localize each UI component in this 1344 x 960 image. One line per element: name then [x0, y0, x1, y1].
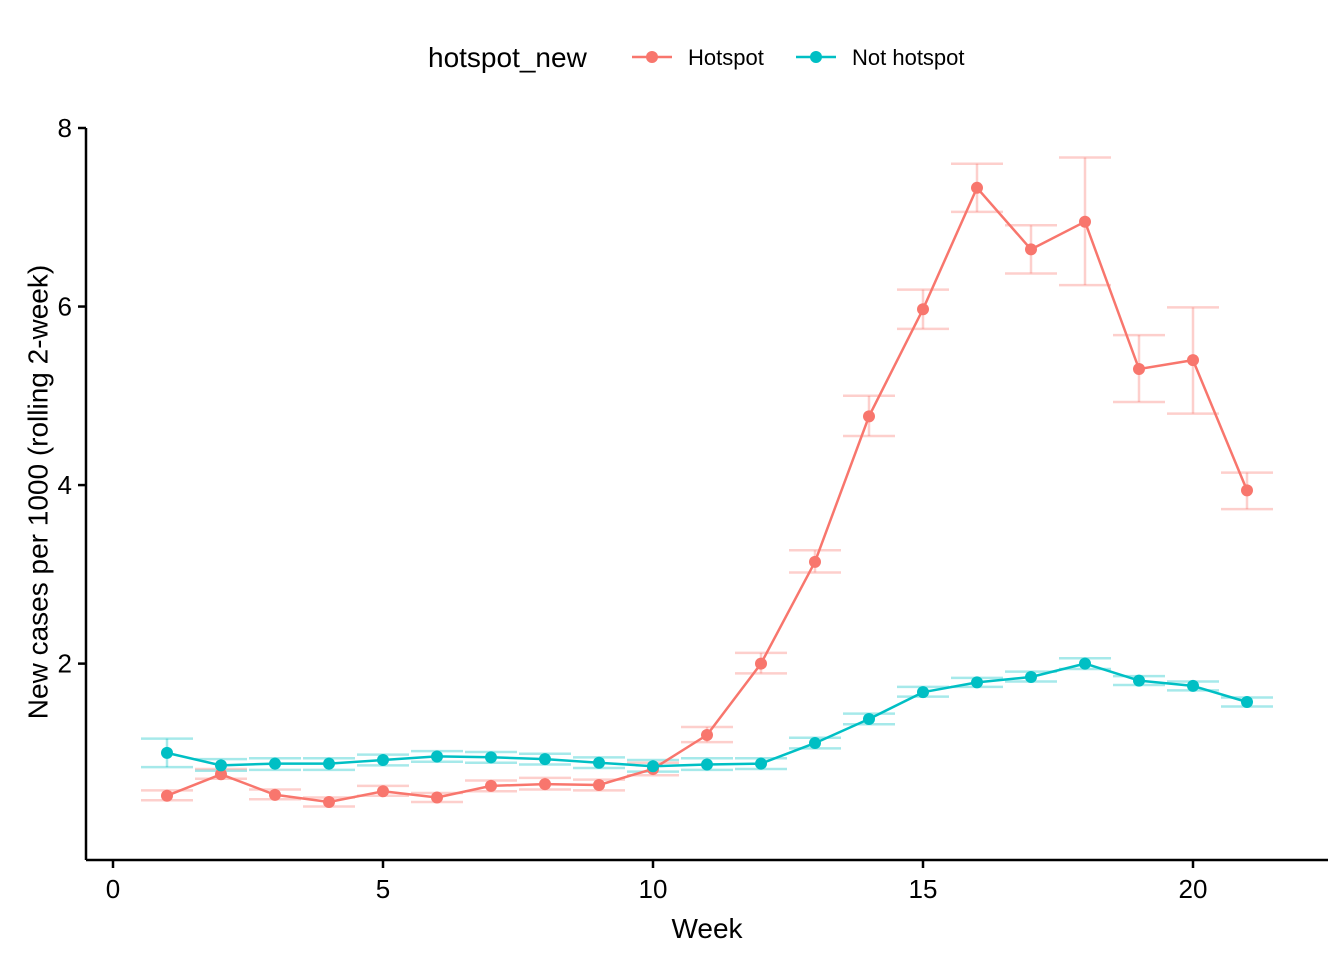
data-point-not-hotspot: [323, 757, 335, 770]
data-point-hotspot: [971, 181, 983, 194]
x-tick-label: 15: [909, 874, 938, 904]
data-point-not-hotspot: [647, 760, 659, 773]
data-point-hotspot: [539, 778, 551, 791]
data-point-not-hotspot: [431, 750, 443, 763]
data-point-hotspot: [1025, 243, 1037, 256]
series-line-not-hotspot: [166, 662, 1248, 768]
data-point-not-hotspot: [755, 757, 767, 770]
data-points-layer: [161, 181, 1253, 808]
y-axis-title: New cases per 1000 (rolling 2-week): [22, 265, 53, 719]
data-point-hotspot: [701, 729, 713, 742]
legend-key-point: [810, 51, 822, 63]
data-point-hotspot: [863, 410, 875, 423]
data-point-not-hotspot: [377, 754, 389, 767]
x-tick-label: 20: [1179, 874, 1208, 904]
x-tick-label: 5: [376, 874, 390, 904]
legend-label: Not hotspot: [852, 45, 965, 70]
data-point-hotspot: [593, 779, 605, 792]
x-tick-label: 0: [106, 874, 120, 904]
data-point-hotspot: [1187, 354, 1199, 367]
data-point-not-hotspot: [971, 676, 983, 689]
data-point-hotspot: [1241, 484, 1253, 497]
data-point-hotspot: [485, 779, 497, 792]
data-point-hotspot: [917, 303, 929, 316]
data-point-hotspot: [161, 789, 173, 802]
y-tick-label: 8: [58, 113, 72, 143]
data-point-not-hotspot: [809, 737, 821, 750]
data-point-hotspot: [755, 657, 767, 670]
data-point-not-hotspot: [1187, 679, 1199, 692]
legend-item: Hotspot: [632, 45, 764, 70]
data-point-hotspot: [1133, 363, 1145, 376]
data-point-not-hotspot: [1025, 671, 1037, 683]
data-point-not-hotspot: [485, 751, 497, 764]
legend-label: Hotspot: [688, 45, 764, 70]
data-point-not-hotspot: [539, 753, 551, 766]
data-point-hotspot: [323, 795, 335, 808]
data-point-not-hotspot: [161, 746, 173, 759]
data-point-not-hotspot: [917, 686, 929, 699]
legend-key-point: [646, 51, 658, 63]
data-point-hotspot: [431, 791, 443, 804]
x-axis-title: Week: [671, 913, 743, 944]
axes: 0 5 10 15 20 2 4 6 8: [58, 113, 1328, 904]
data-point-hotspot: [1079, 215, 1091, 228]
data-point-not-hotspot: [1133, 674, 1145, 687]
legend: hotspot_new Hotspot Not hotspot: [428, 42, 965, 73]
data-point-not-hotspot: [863, 712, 875, 725]
data-point-not-hotspot: [593, 756, 605, 769]
data-point-not-hotspot: [1079, 657, 1091, 670]
y-tick-label: 2: [58, 649, 72, 679]
data-point-not-hotspot: [1241, 695, 1253, 708]
y-tick-label: 6: [58, 292, 72, 322]
data-point-hotspot: [269, 788, 281, 801]
data-point-not-hotspot: [269, 757, 281, 770]
legend-item: Not hotspot: [796, 45, 965, 70]
data-point-hotspot: [809, 555, 821, 568]
legend-title: hotspot_new: [428, 42, 588, 73]
data-point-not-hotspot: [215, 759, 227, 772]
data-point-hotspot: [377, 785, 389, 798]
data-point-not-hotspot: [701, 758, 713, 771]
data-point-hotspot: [215, 768, 227, 781]
y-tick-label: 4: [58, 470, 72, 500]
error-bars-layer: [141, 156, 1273, 808]
x-tick-label: 10: [639, 874, 668, 904]
